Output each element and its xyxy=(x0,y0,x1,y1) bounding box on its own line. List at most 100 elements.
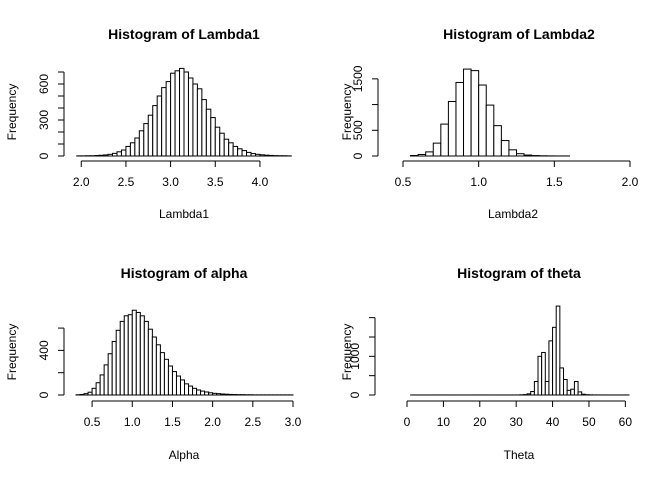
x-tick-label: 3.5 xyxy=(207,175,224,189)
x-tick-label: 1.5 xyxy=(546,175,563,189)
histogram-bar xyxy=(148,329,152,395)
histogram-bar xyxy=(418,154,426,156)
histogram-bar xyxy=(229,143,233,156)
histogram-bar xyxy=(201,391,205,395)
histogram-bar xyxy=(545,381,549,395)
histogram-bar xyxy=(433,143,441,156)
panel-lambda1: Histogram of Lambda1 Lambda1 Frequency 2… xyxy=(5,26,291,221)
x-tick-label: 0 xyxy=(404,415,411,429)
panel-title: Histogram of Lambda2 xyxy=(443,26,595,42)
x-tick-label: 2.0 xyxy=(622,175,639,189)
histogram-bar xyxy=(139,131,143,156)
histogram-bar xyxy=(116,330,120,395)
histogram-bar xyxy=(538,356,542,395)
y-tick-label: 0 xyxy=(348,391,362,398)
histogram-bar xyxy=(517,154,525,156)
histogram-bar xyxy=(162,88,166,156)
histogram-bar xyxy=(441,124,449,156)
histogram-bar xyxy=(233,146,237,156)
histogram-bar xyxy=(225,394,229,395)
histogram-bar xyxy=(209,393,213,395)
y-tick-label: 1000 xyxy=(348,343,362,370)
histogram-bar xyxy=(549,341,553,395)
histogram-bar xyxy=(168,366,172,395)
histogram-bar xyxy=(124,316,128,395)
histogram-bar xyxy=(260,155,264,156)
histogram-bar xyxy=(524,155,532,156)
x-tick-label: 3.0 xyxy=(285,415,302,429)
histogram-bar xyxy=(136,312,140,395)
x-tick-label: 2.0 xyxy=(73,175,90,189)
histogram-bar xyxy=(175,71,179,156)
histogram-bar xyxy=(531,392,535,395)
histogram-bar xyxy=(197,390,201,395)
histogram-bar xyxy=(108,154,112,156)
histogram-bar xyxy=(202,100,206,156)
histogram-bar xyxy=(126,146,130,156)
histogram-bar xyxy=(164,359,168,395)
histogram-bar xyxy=(166,82,170,156)
histogram-bar xyxy=(121,150,125,156)
histogram-bar xyxy=(426,152,434,156)
y-axis-label: Frequency xyxy=(5,84,19,141)
histogram-bar xyxy=(100,375,104,395)
histogram-bar xyxy=(574,381,578,395)
histogram-bar xyxy=(113,153,117,156)
histogram-bar xyxy=(148,115,152,156)
histogram-bar xyxy=(224,139,228,156)
histogram-bar xyxy=(456,82,464,156)
histogram-bar xyxy=(104,365,108,395)
x-tick-label: 20 xyxy=(473,415,487,429)
histogram-bar xyxy=(120,321,124,395)
histogram-bar xyxy=(534,381,538,395)
x-tick-label: 60 xyxy=(619,415,633,429)
histogram-bar xyxy=(188,78,192,156)
histogram-bar xyxy=(197,89,201,156)
histogram-bar xyxy=(221,394,225,395)
histogram-bar xyxy=(153,106,157,156)
x-tick-label: 2.5 xyxy=(244,415,261,429)
y-tick-label: 1500 xyxy=(351,65,365,92)
x-tick-label: 3.0 xyxy=(162,175,179,189)
histogram-bar xyxy=(84,394,88,395)
histogram-bar xyxy=(242,151,246,156)
histogram-bar xyxy=(542,352,546,395)
histogram-bar xyxy=(255,154,259,156)
histogram-bar xyxy=(582,394,586,395)
histogram-bar xyxy=(172,372,176,395)
y-tick-label: 0 xyxy=(37,152,51,159)
histogram-bar xyxy=(251,154,255,156)
histogram-bar xyxy=(130,143,134,156)
histogram-bar xyxy=(132,310,136,395)
histogram-bar xyxy=(205,392,209,395)
x-axis-label: Alpha xyxy=(169,448,200,462)
histogram-bar xyxy=(211,118,215,156)
histogram-bar xyxy=(152,337,156,395)
histogram-bar xyxy=(171,73,175,156)
x-tick-label: 1.0 xyxy=(124,415,141,429)
histogram-bar xyxy=(193,84,197,156)
x-tick-label: 1.0 xyxy=(470,175,487,189)
histogram-bar xyxy=(185,384,189,395)
histogram-bar xyxy=(229,394,233,395)
panel-title: Histogram of alpha xyxy=(121,265,248,281)
histogram-bar xyxy=(117,152,121,156)
x-tick-label: 2.0 xyxy=(204,415,221,429)
y-tick-label: 600 xyxy=(37,74,51,94)
histogram-bar xyxy=(135,138,139,156)
panel-title: Histogram of Lambda1 xyxy=(108,26,260,42)
histogram-bar xyxy=(448,101,456,156)
x-axis-label: Lambda2 xyxy=(488,207,538,221)
histogram-bar xyxy=(128,315,132,395)
x-tick-label: 2.5 xyxy=(118,175,135,189)
histogram-bar xyxy=(108,354,112,395)
histogram-bar xyxy=(527,394,531,395)
histogram-bar xyxy=(160,353,164,395)
x-tick-label: 30 xyxy=(510,415,524,429)
histogram-bar xyxy=(509,150,517,156)
histogram-bar xyxy=(193,388,197,395)
y-tick-label: 300 xyxy=(37,110,51,130)
